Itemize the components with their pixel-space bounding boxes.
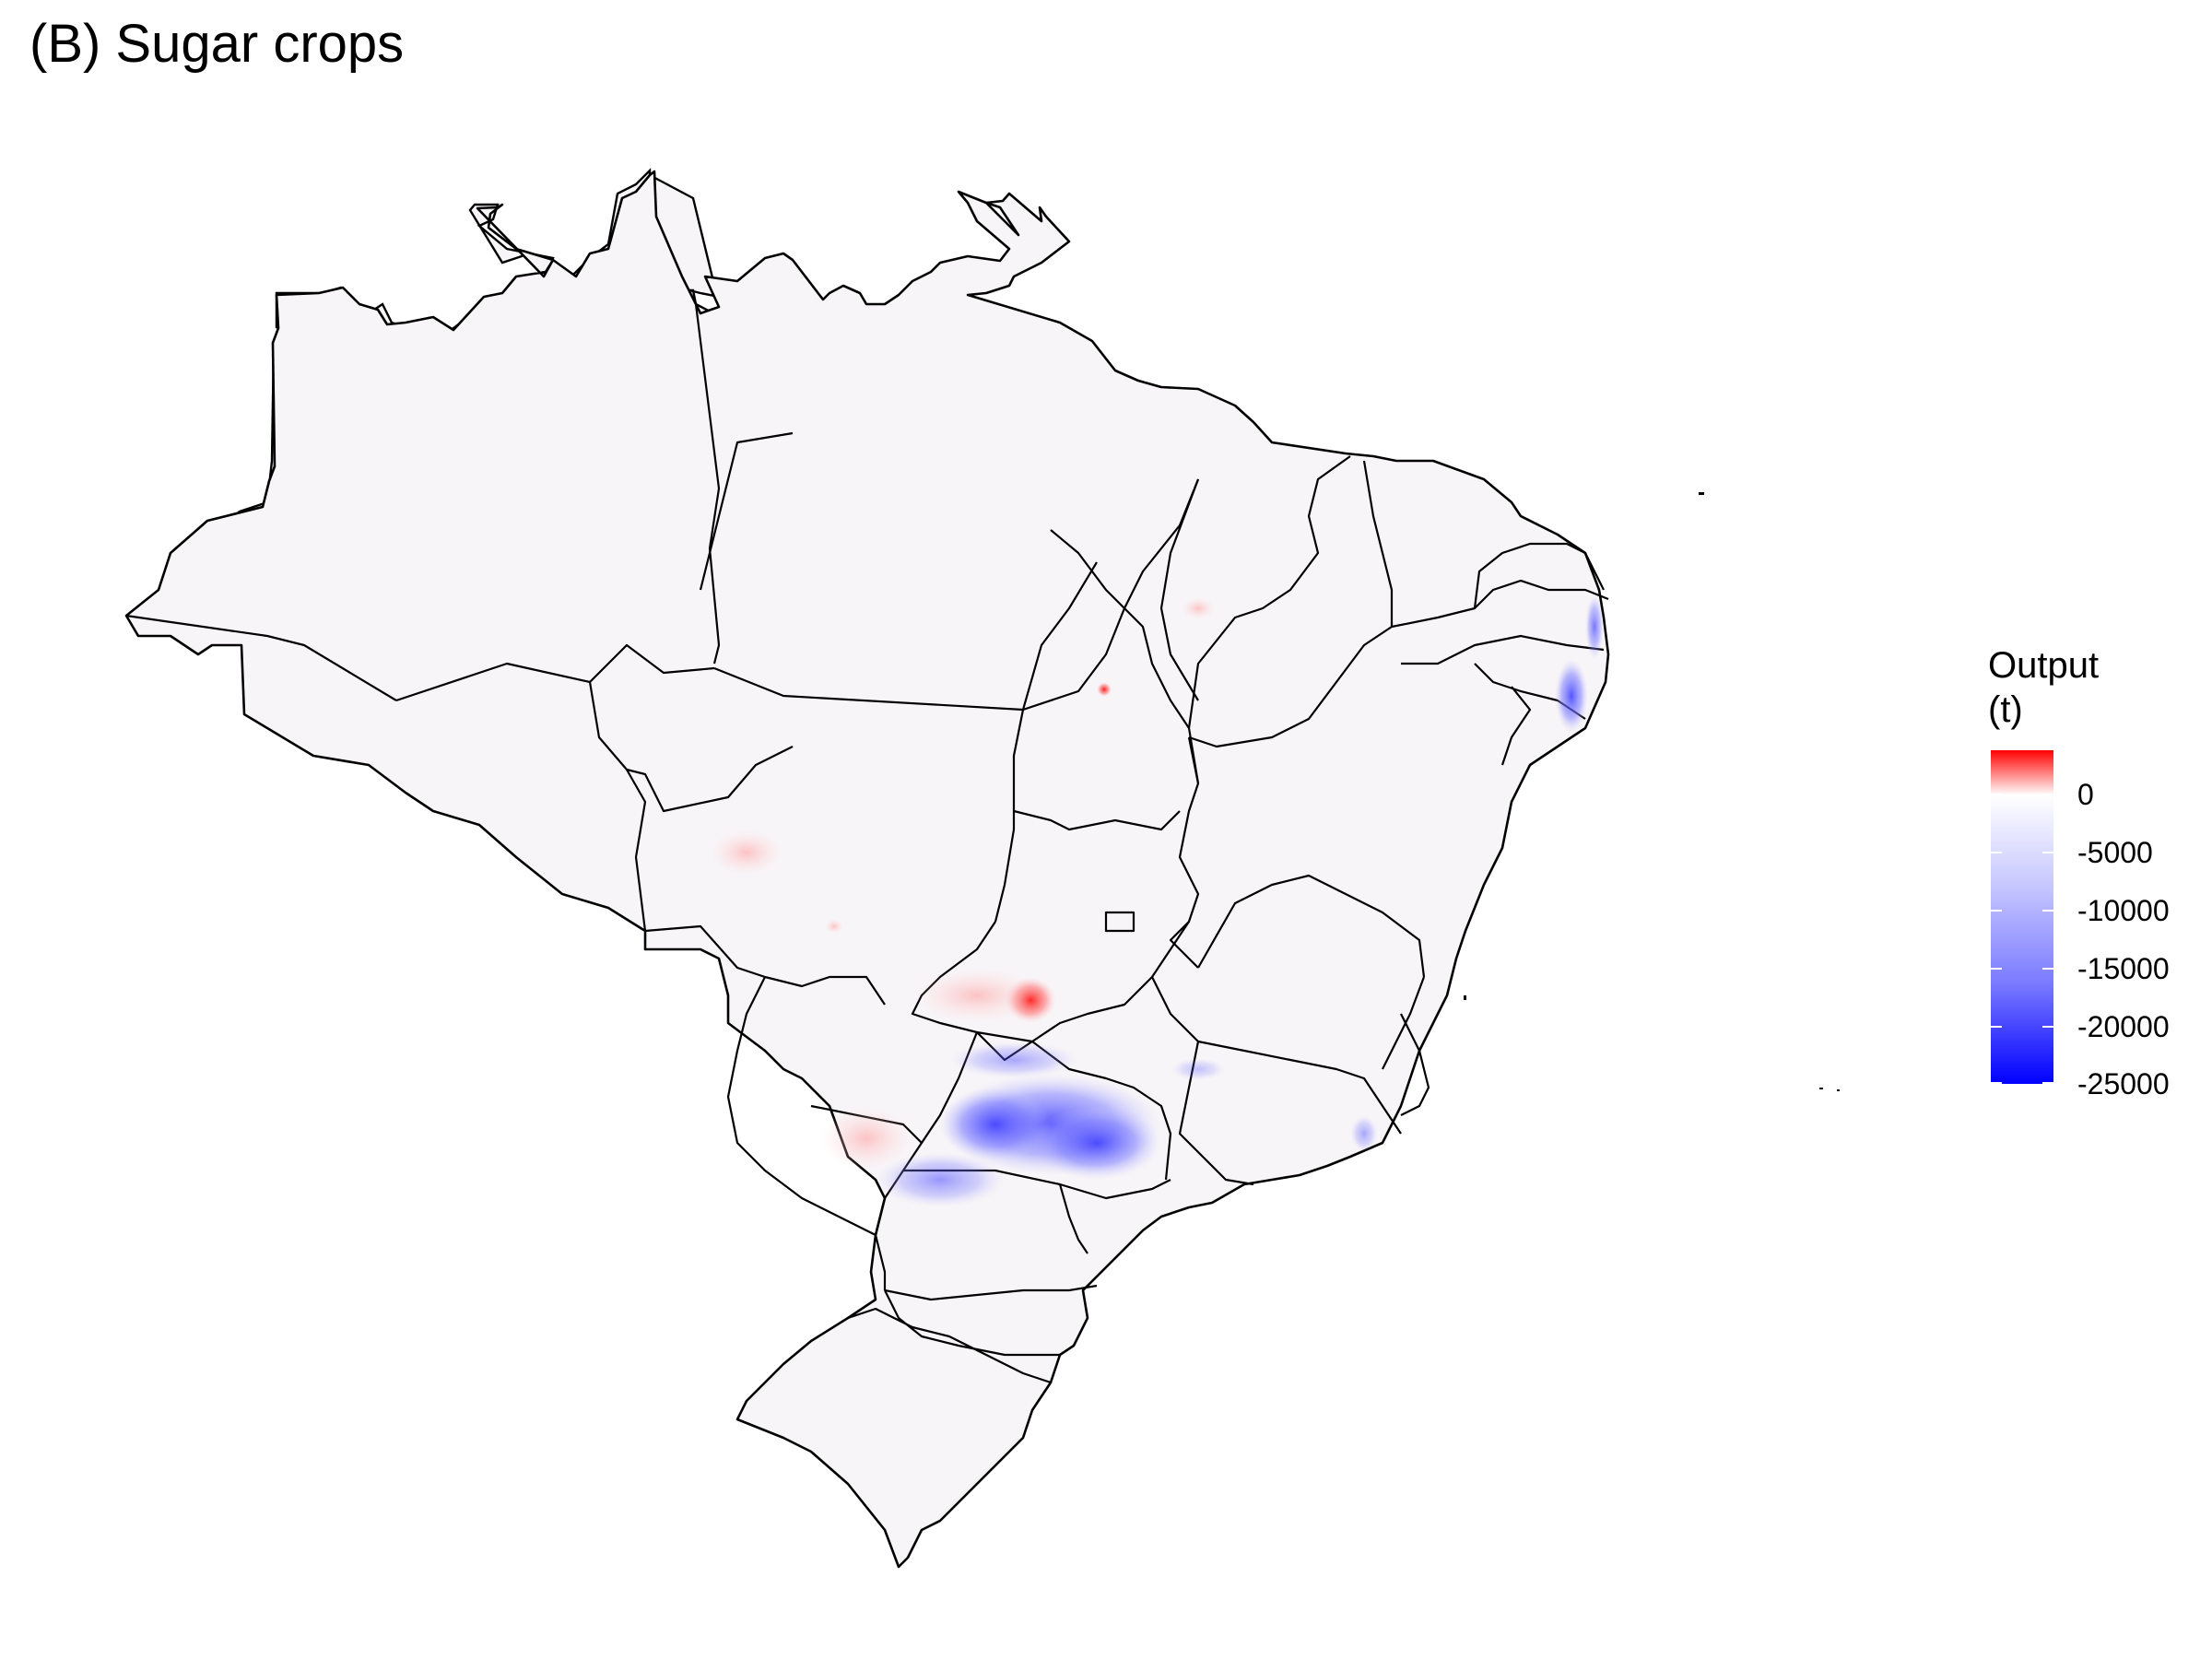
legend-tickmark	[1991, 1026, 2053, 1028]
legend-tick-label: -15000	[2077, 952, 2170, 985]
positive-output-hotspots	[710, 597, 1215, 1171]
legend-tickmark	[1991, 852, 2053, 853]
legend-tickmark	[1991, 794, 2053, 795]
legend-colorbar	[1991, 750, 2053, 1084]
islands	[1464, 492, 1840, 1091]
legend-tickmark	[1991, 968, 2053, 970]
negative-output-hotspots	[876, 594, 1604, 1207]
state-boundaries	[125, 303, 1609, 1384]
legend-tick-label: -20000	[2077, 1010, 2170, 1043]
legend-tick-label: -25000	[2077, 1067, 2170, 1100]
legend-title: Output (t)	[1988, 643, 2099, 732]
legend-title-line1: Output	[1988, 645, 2100, 686]
legend-tickmark	[1991, 1082, 2053, 1084]
brazil-outline	[124, 170, 1610, 1569]
legend-title-line2: (t)	[1988, 689, 2023, 730]
chart-title: (B) Sugar crops	[29, 14, 405, 74]
legend-tickmark	[1991, 910, 2053, 912]
legend-tick-label: -10000	[2077, 894, 2170, 927]
legend-tick-label: 0	[2077, 778, 2094, 811]
legend-tick-label: -5000	[2077, 836, 2153, 869]
